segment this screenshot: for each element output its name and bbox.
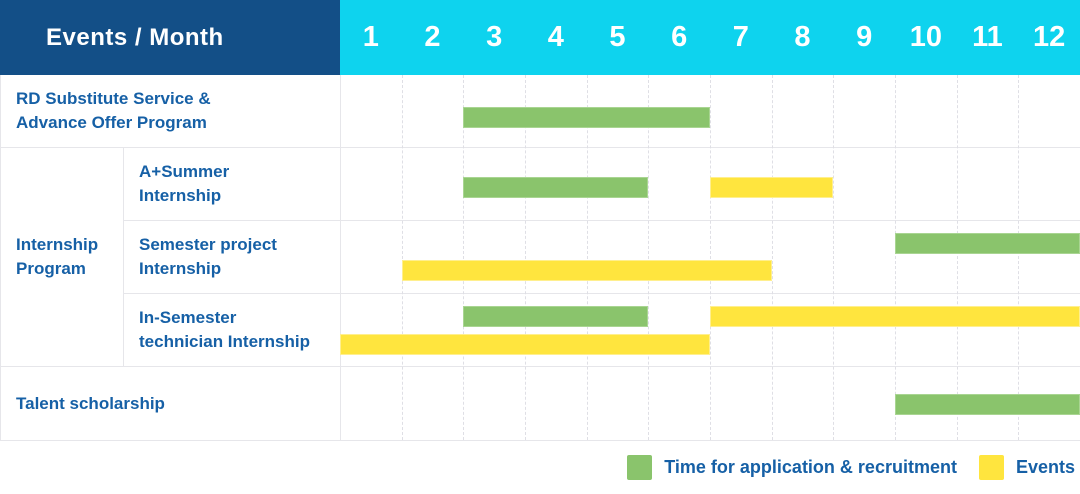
month-header-cell: 1 bbox=[362, 21, 379, 53]
month-header-cell: 3 bbox=[486, 21, 503, 53]
row-label-line: Talent scholarship bbox=[16, 393, 165, 413]
month-header-cell: 4 bbox=[547, 21, 564, 53]
row-label-line: RD Substitute Service & bbox=[16, 89, 211, 108]
row-label-line: Advance Offer Program bbox=[16, 113, 207, 132]
row-label-line: A+Summer bbox=[139, 162, 230, 181]
legend-label-event: Events bbox=[1015, 457, 1075, 477]
row-label: Talent scholarship bbox=[0, 367, 340, 440]
month-header-cell: 11 bbox=[972, 21, 1003, 53]
legend-item-application: Time for application & recruitment bbox=[627, 455, 957, 480]
table-grid: RD Substitute Service & Advance Offer Pro… bbox=[0, 75, 1080, 440]
group-label-line: Program bbox=[16, 259, 86, 278]
legend: Time for application & recruitment Events bbox=[627, 455, 1075, 480]
month-header-cell: 7 bbox=[732, 21, 749, 53]
table-body: RD Substitute Service & Advance Offer Pro… bbox=[0, 75, 1080, 441]
row-label-line: Internship bbox=[139, 259, 222, 278]
group-label-line: Internship bbox=[16, 235, 99, 254]
gantt-row-track bbox=[340, 367, 1080, 440]
row-label-line: Semester project bbox=[139, 235, 277, 254]
table-header-row: Events / Month 1 2 3 4 5 6 7 8 9 10 11 12 bbox=[0, 0, 1080, 75]
row-label: In-Semester technician Internship bbox=[123, 294, 340, 367]
month-header-cell: 2 bbox=[424, 21, 441, 53]
gantt-row-track bbox=[340, 221, 1080, 294]
month-header-strip: 1 2 3 4 5 6 7 8 9 10 11 12 bbox=[340, 0, 1080, 75]
row-label: A+Summer Internship bbox=[123, 148, 340, 221]
row-label: RD Substitute Service & Advance Offer Pro… bbox=[0, 75, 340, 148]
gantt-row-track bbox=[340, 148, 1080, 221]
row-label-line: In-Semester bbox=[139, 308, 237, 327]
row-label: Semester project Internship bbox=[123, 221, 340, 294]
gantt-row-track bbox=[340, 294, 1080, 367]
row-label-line: technician Internship bbox=[139, 332, 310, 351]
month-header-cell: 10 bbox=[909, 21, 942, 53]
legend-label-application: Time for application & recruitment bbox=[664, 457, 957, 477]
month-header-cell: 9 bbox=[856, 21, 873, 53]
legend-swatch-application bbox=[627, 455, 653, 480]
month-header-cell: 5 bbox=[609, 21, 626, 53]
legend-swatch-event bbox=[978, 455, 1004, 480]
month-header-cell: 8 bbox=[794, 21, 811, 53]
legend-item-event: Events bbox=[978, 455, 1075, 480]
gantt-row-track bbox=[340, 75, 1080, 148]
row-label-line: Internship bbox=[139, 186, 222, 205]
events-month-corner-header: Events / Month bbox=[0, 0, 340, 75]
month-header-cell: 12 bbox=[1033, 21, 1066, 53]
group-label: Internship Program bbox=[0, 148, 123, 367]
month-header-cell: 6 bbox=[671, 21, 688, 53]
